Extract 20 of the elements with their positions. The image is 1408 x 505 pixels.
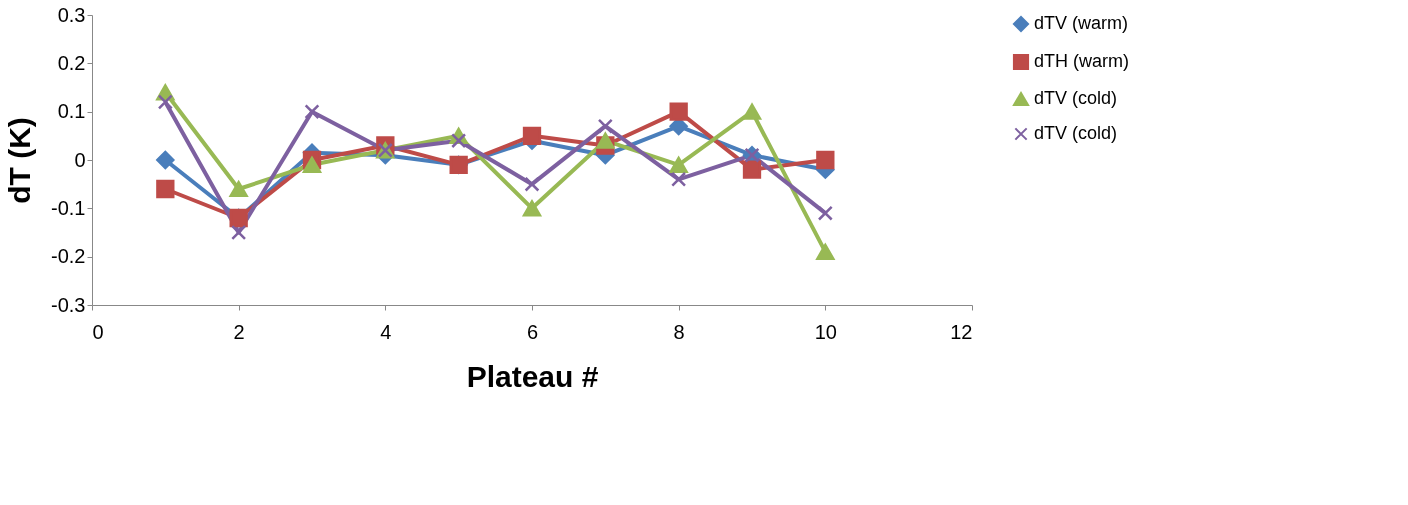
y-tick-label: -0.1: [51, 196, 86, 219]
x-tick-label: 10: [814, 320, 837, 343]
x-tick-label: 8: [673, 320, 685, 343]
legend-label: dTV (cold): [1034, 123, 1118, 143]
x-tick-label: 12: [950, 320, 973, 343]
y-tick-label: -0.3: [51, 293, 86, 316]
y-tick-label: 0.2: [57, 51, 86, 74]
y-tick-label: 0: [74, 148, 86, 171]
y-tick-label: -0.2: [51, 245, 86, 268]
y-tick-label: 0.3: [57, 3, 86, 26]
legend-label: dTV (cold): [1034, 88, 1118, 108]
x-tick-label: 4: [380, 320, 392, 343]
y-tick-label: 0.1: [57, 100, 86, 123]
legend-label: dTH (warm): [1034, 51, 1129, 71]
x-tick-label: 0: [92, 320, 104, 343]
x-axis-title: Plateau #: [466, 359, 599, 393]
y-axis-title: dT (K): [3, 117, 37, 204]
x-tick-label: 2: [233, 320, 245, 343]
legend-label: dTV (warm): [1034, 13, 1128, 33]
x-tick-label: 6: [526, 320, 539, 343]
